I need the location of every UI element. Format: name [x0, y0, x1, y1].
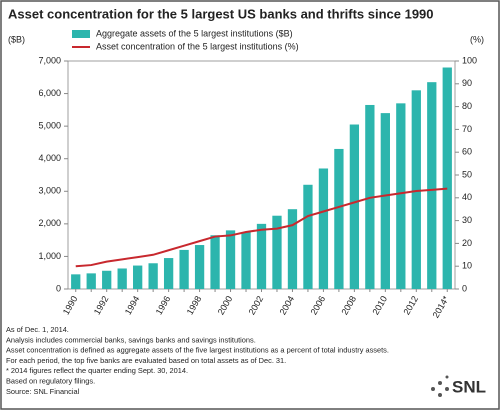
y2-tick-label: 70	[462, 124, 472, 134]
y2-tick-label: 30	[462, 215, 472, 225]
bar	[272, 215, 282, 289]
legend-swatch	[72, 30, 90, 38]
y-tick-label: 7,000	[38, 55, 61, 65]
bar	[179, 249, 189, 289]
y2-tick-label: 0	[462, 283, 467, 293]
chart-title: Asset concentration for the 5 largest US…	[8, 6, 434, 21]
y-tick-label: 6,000	[38, 88, 61, 98]
y2-tick-label: 10	[462, 261, 472, 271]
footnote: As of Dec. 1, 2014.	[6, 325, 69, 334]
y-tick-label: 1,000	[38, 251, 61, 261]
footnote: Analysis includes commercial banks, savi…	[6, 335, 256, 344]
y-tick-label: 0	[56, 283, 61, 293]
bar	[334, 148, 344, 289]
y2-axis-label: (%)	[470, 34, 484, 44]
bar	[71, 274, 81, 289]
bar	[148, 263, 158, 289]
line	[75, 187, 448, 268]
y-tick-label: 2,000	[38, 218, 61, 228]
bar	[318, 168, 329, 289]
bar	[256, 223, 267, 289]
bar	[86, 273, 96, 289]
bar	[210, 235, 220, 289]
bar	[133, 265, 143, 289]
y2-tick-label: 80	[462, 101, 472, 111]
y2-tick-label: 50	[462, 169, 472, 179]
footnote: Based on regulatory filings.	[6, 376, 95, 385]
bar	[287, 209, 298, 289]
bar	[241, 232, 251, 289]
legend-label: Aggregate assets of the 5 largest instit…	[96, 28, 293, 38]
bar	[102, 270, 112, 289]
bar	[380, 113, 390, 289]
bar	[411, 90, 421, 289]
bar	[349, 124, 360, 289]
y-tick-label: 3,000	[38, 186, 61, 196]
footnote: * 2014 figures reflect the quarter endin…	[6, 366, 188, 375]
bar	[396, 103, 406, 289]
bar	[225, 230, 236, 289]
footnote: Asset concentration is defined as aggreg…	[6, 346, 389, 355]
y2-tick-label: 60	[462, 147, 472, 157]
bar	[303, 184, 313, 289]
bar	[442, 67, 452, 289]
y2-tick-label: 90	[462, 78, 472, 88]
logo-icon	[431, 375, 449, 397]
legend-label: Asset concentration of the 5 largest ins…	[96, 41, 299, 51]
bar	[194, 245, 205, 289]
logo: SNL	[452, 377, 486, 396]
footnote: Source: SNL Financial	[6, 387, 80, 396]
y-axis-label: ($B)	[8, 34, 25, 44]
y-tick-label: 4,000	[38, 153, 61, 163]
y2-tick-label: 20	[462, 238, 472, 248]
bar	[427, 82, 437, 290]
bar	[117, 268, 127, 289]
footnote: For each period, the top five banks are …	[6, 356, 286, 365]
bar	[163, 258, 174, 289]
y2-tick-label: 40	[462, 192, 472, 202]
y2-tick-label: 100	[462, 55, 477, 65]
y-tick-label: 5,000	[38, 121, 61, 131]
